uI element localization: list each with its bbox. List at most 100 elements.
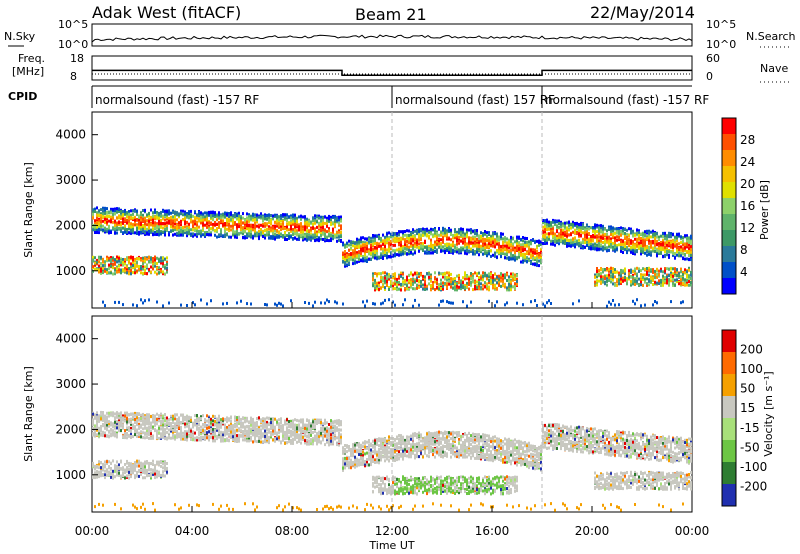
power-cell: [238, 221, 240, 225]
power-cell: [298, 215, 300, 219]
power-cell: [132, 216, 134, 220]
power-cell: [632, 240, 634, 244]
power-cell: [170, 229, 172, 233]
power-cell: [510, 275, 512, 279]
power-cell: [494, 241, 496, 245]
power-cell: [376, 251, 378, 255]
power-cell: [248, 213, 250, 217]
power-cell: [144, 208, 146, 212]
power-cell: [564, 242, 566, 245]
power-cell: [414, 229, 416, 233]
power-cell: [396, 283, 398, 287]
power-cell: [290, 235, 292, 239]
power-cell: [166, 261, 168, 264]
power-cell: [602, 232, 604, 236]
power-cell: [600, 224, 602, 228]
power-cell: [354, 245, 356, 249]
power-cell: [252, 217, 254, 221]
power-cell: [456, 284, 458, 288]
power-cell: [416, 276, 418, 280]
power-cell: [100, 271, 102, 275]
power-cell: [610, 266, 612, 270]
power-cell: [268, 213, 270, 217]
power-cell: [150, 265, 152, 269]
power-cell: [162, 256, 164, 260]
power-cell: [352, 249, 354, 253]
power-cell: [372, 247, 374, 251]
power-cell: [116, 221, 118, 225]
power-cell: [110, 271, 112, 275]
power-cell: [392, 234, 394, 238]
power-cell: [474, 250, 476, 253]
power-cell: [250, 223, 252, 227]
power-cell: [560, 228, 562, 232]
power-cell: [452, 282, 454, 285]
power-cell: [130, 272, 132, 276]
power-cell: [486, 243, 488, 247]
power-cell: [274, 229, 276, 233]
power-cell: [106, 214, 108, 218]
power-cell: [124, 219, 126, 223]
power-cell: [442, 240, 444, 244]
power-cell: [518, 255, 520, 259]
power-cell: [540, 247, 542, 251]
power-cell: [232, 221, 234, 225]
power-cell: [134, 218, 136, 222]
power-cell: [150, 222, 152, 226]
power-cell: [374, 239, 376, 242]
power-cell: [508, 238, 510, 242]
power-cell: [240, 231, 242, 235]
power-cell: [116, 210, 118, 214]
power-cell: [98, 221, 100, 225]
power-cell: [504, 244, 506, 248]
power-cell: [498, 236, 500, 239]
power-cell: [308, 219, 310, 223]
power-cell: [424, 277, 426, 281]
power-cell: [230, 218, 232, 222]
power-cell: [398, 243, 400, 247]
power-cell: [596, 230, 598, 234]
power-cell: [152, 223, 154, 227]
power-cell: [596, 279, 598, 283]
power-cell: [170, 215, 172, 219]
power-cell: [226, 227, 228, 231]
power-cell: [130, 222, 132, 226]
power-cell: [492, 276, 494, 280]
power-cell: [508, 240, 510, 244]
power-cell: [184, 229, 186, 232]
power-cell: [306, 223, 308, 227]
power-cell: [514, 248, 516, 252]
power-cell: [374, 278, 376, 282]
power-cell: [424, 288, 426, 291]
power-cell: [408, 245, 410, 249]
power-cell: [538, 239, 540, 243]
power-cell: [610, 275, 612, 278]
power-cell: [414, 237, 416, 240]
power-cell: [492, 286, 494, 290]
power-cell: [208, 233, 210, 237]
power-cell: [128, 272, 130, 276]
power-cell: [516, 235, 518, 239]
power-cell: [472, 251, 474, 255]
power-cell: [420, 284, 422, 288]
power-cell: [148, 217, 150, 221]
power-cell: [578, 238, 580, 242]
power-cell: [158, 271, 160, 275]
power-cell: [474, 244, 476, 248]
power-cell: [510, 243, 512, 247]
power-cell: [382, 250, 384, 254]
power-cell: [564, 224, 566, 228]
power-cell: [320, 232, 322, 236]
power-cell: [412, 282, 414, 286]
power-cell: [516, 274, 518, 277]
power-cell: [408, 273, 410, 277]
power-cell: [500, 272, 502, 276]
power-cell: [632, 234, 634, 238]
power-cell: [258, 235, 260, 239]
power-cell: [124, 228, 126, 232]
power-cell: [140, 227, 142, 231]
power-cell: [362, 300, 364, 304]
power-cell: [506, 286, 508, 290]
power-cell: [474, 237, 476, 241]
power-cell: [388, 286, 390, 289]
